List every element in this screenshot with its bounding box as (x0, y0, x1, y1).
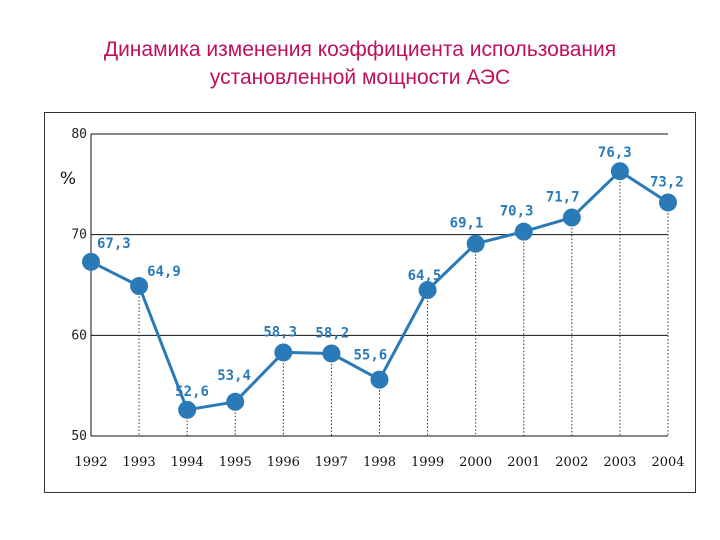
chart-title: Динамика изменения коэффициента использо… (0, 36, 720, 92)
grid-layer (90, 133, 669, 437)
data-point-1998 (370, 370, 389, 389)
data-point-2000 (466, 234, 485, 253)
series-layer (82, 162, 677, 419)
y-unit-label: % (60, 169, 76, 189)
data-point-2004 (659, 193, 677, 212)
y-tick-label-60: 60 (71, 328, 87, 343)
x-tick-label-1994: 1994 (171, 455, 204, 470)
x-tick-label-1996: 1996 (267, 455, 300, 470)
label-layer: 67,3 64,9 52,6 53,4 58,3 58,2 55,6 64,5 69,1 70,3… (97, 145, 684, 400)
data-label-2004: 73,2 (650, 174, 684, 190)
data-point-2002 (562, 208, 581, 227)
chart-frame (44, 112, 696, 493)
x-tick-label-2004: 2004 (651, 455, 684, 470)
data-point-1994 (178, 400, 197, 419)
x-tick-label-2002: 2002 (555, 455, 588, 470)
data-label-2000: 69,1 (450, 216, 484, 232)
data-point-1995 (226, 392, 245, 411)
axis-layer: 50 60 70 80% 1992 1993 1994 1995 1996 1997 1998 199… (60, 127, 685, 470)
chart-title-line-1: Динамика изменения коэффициента использо… (103, 38, 617, 61)
x-tick-label-1993: 1993 (123, 455, 156, 470)
data-point-1996 (274, 343, 293, 362)
y-tick-label-80: 80 (71, 127, 87, 142)
data-label-1994: 52,6 (175, 384, 209, 400)
data-point-1993 (130, 277, 149, 296)
data-label-1997: 58,2 (315, 325, 349, 341)
y-tick-label-70: 70 (71, 228, 87, 243)
data-label-1999: 64,5 (408, 268, 442, 284)
data-point-2001 (514, 222, 533, 241)
data-point-1997 (322, 344, 341, 363)
data-label-1993: 64,9 (147, 264, 181, 280)
x-tick-label-2003: 2003 (603, 455, 636, 470)
data-label-1998: 55,6 (354, 348, 388, 364)
data-point-2003 (610, 162, 629, 181)
x-tick-label-1992: 1992 (74, 455, 107, 470)
x-tick-label-2001: 2001 (507, 455, 540, 470)
data-label-2002: 71,7 (546, 190, 580, 206)
data-point-1999 (418, 281, 437, 300)
data-label-1996: 58,3 (263, 324, 297, 340)
data-label-2001: 70,3 (500, 204, 534, 220)
x-tick-label-1999: 1999 (411, 455, 444, 470)
x-tick-label-1997: 1997 (315, 455, 348, 470)
y-tick-label-50: 50 (71, 429, 87, 444)
data-label-1992: 67,3 (97, 236, 131, 252)
x-tick-label-2000: 2000 (459, 455, 492, 470)
x-tick-label-1995: 1995 (219, 455, 252, 470)
data-label-1995: 53,4 (217, 368, 251, 384)
x-tick-label-1998: 1998 (363, 455, 396, 470)
data-label-2003: 76,3 (598, 145, 632, 161)
chart-title-line-2: установленной мощности АЭС (209, 66, 511, 89)
data-point-1992 (82, 252, 100, 271)
